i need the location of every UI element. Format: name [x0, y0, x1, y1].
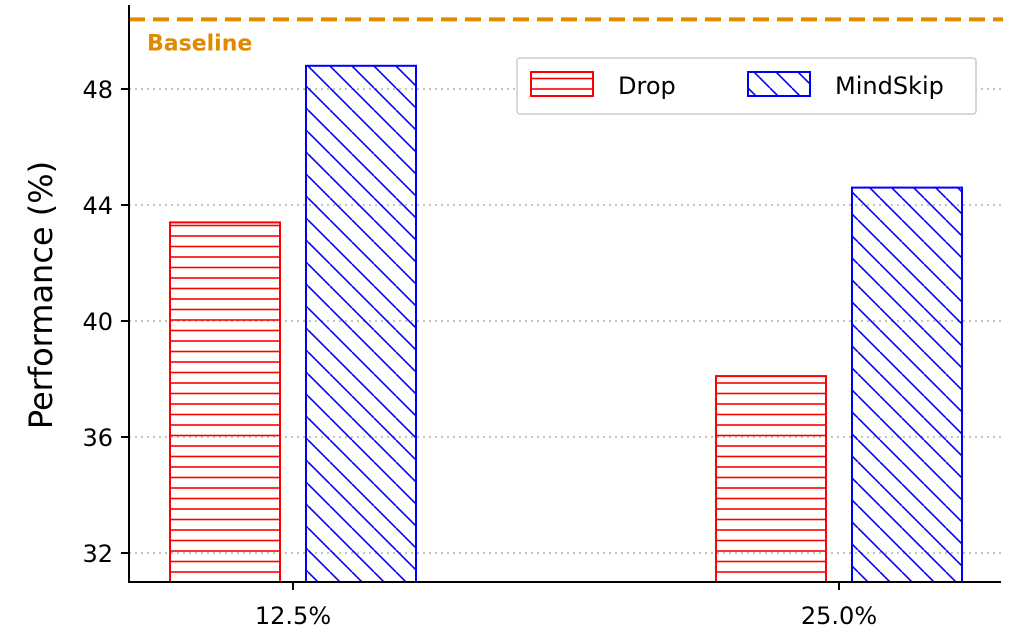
y-tick-label: 48	[82, 76, 113, 104]
legend-label-drop: Drop	[618, 72, 676, 100]
legend: Drop MindSkip	[516, 57, 977, 115]
legend-frame	[516, 57, 977, 115]
y-tick-label: 40	[82, 308, 113, 336]
axes	[128, 5, 1001, 583]
bar-drop-1	[715, 375, 827, 583]
y-ticks: 32 36 40 44 48	[82, 76, 129, 568]
bar-drop-0	[169, 221, 281, 583]
bar-mindskip-0	[305, 64, 417, 584]
x-ticks: 12.5% 25.0%	[255, 582, 877, 630]
legend-swatch-mindskip	[747, 71, 811, 97]
baseline-label: Baseline	[147, 31, 252, 56]
baseline: Baseline	[129, 17, 1003, 56]
legend-label-mindskip: MindSkip	[835, 72, 944, 100]
bars	[169, 64, 963, 584]
y-tick-label: 32	[82, 540, 113, 568]
y-axis-title: Performance (%)	[22, 161, 60, 429]
y-tick-label: 44	[82, 192, 113, 220]
bar-mindskip-1	[851, 186, 963, 583]
y-tick-label: 36	[82, 424, 113, 452]
legend-swatch-drop	[530, 71, 594, 97]
x-tick-label: 12.5%	[255, 602, 331, 630]
x-tick-label: 25.0%	[801, 602, 877, 630]
